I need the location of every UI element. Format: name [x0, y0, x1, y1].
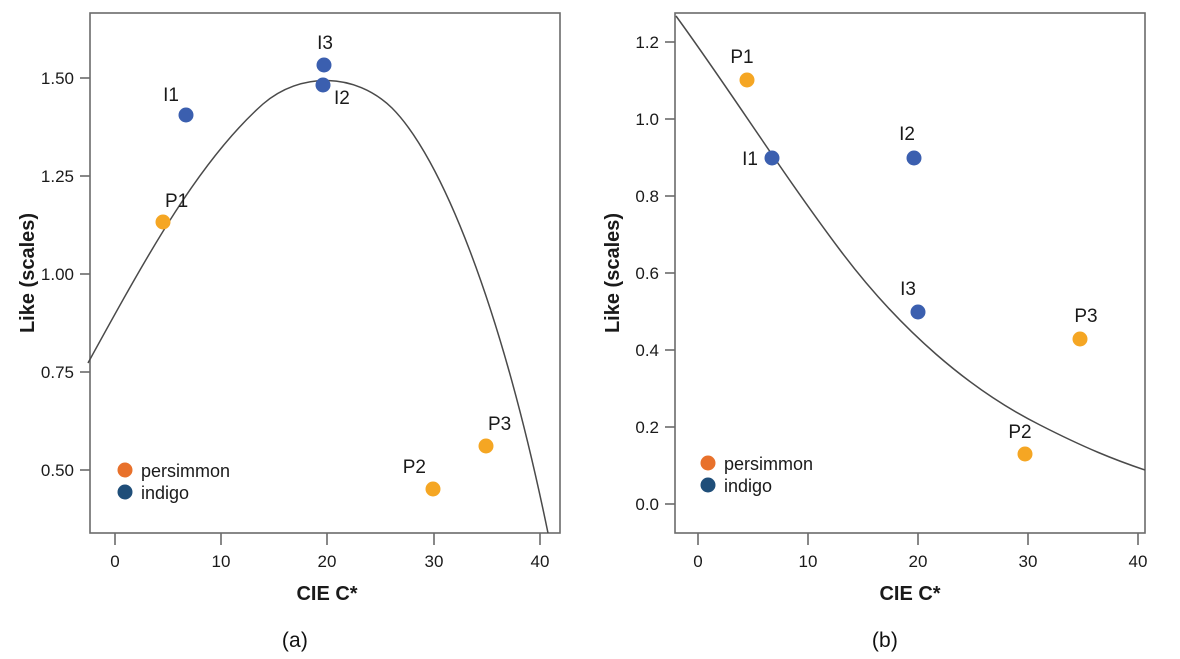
data-point-p2[interactable]	[425, 481, 441, 497]
legend-label-indigo: indigo	[724, 476, 772, 496]
legend-swatch-indigo	[117, 484, 133, 500]
y-tick-label: 0.6	[635, 264, 659, 283]
x-axis-title-b: CIE C*	[879, 583, 940, 605]
x-axis-tick-labels-b: 0 10 20 30 40	[693, 552, 1147, 571]
x-tick-label: 30	[425, 552, 444, 571]
x-tick-label: 20	[909, 552, 928, 571]
x-axis-ticks-b	[697, 533, 1139, 545]
legend-swatch-persimmon	[700, 455, 716, 471]
legend-swatch-indigo	[700, 477, 716, 493]
y-tick-label: 0.0	[635, 495, 659, 514]
legend-label-persimmon: persimmon	[724, 454, 813, 474]
legend-label-indigo: indigo	[141, 483, 189, 503]
x-tick-label: 30	[1019, 552, 1038, 571]
data-point-i3[interactable]	[910, 304, 926, 320]
legend-swatch-persimmon	[117, 462, 133, 478]
point-label-p1: P1	[165, 191, 188, 212]
x-tick-label: 40	[531, 552, 550, 571]
y-tick-label: 0.2	[635, 418, 659, 437]
x-tick-label: 0	[110, 552, 119, 571]
legend-a: persimmon indigo	[117, 461, 230, 503]
plot-frame-b	[674, 12, 1146, 534]
point-label-i3: I3	[900, 279, 916, 300]
data-point-i1[interactable]	[764, 150, 780, 166]
y-tick-label: 1.00	[41, 265, 74, 284]
y-tick-label: 1.50	[41, 69, 74, 88]
data-point-p3[interactable]	[478, 438, 494, 454]
data-point-i3[interactable]	[316, 57, 332, 73]
point-label-i1: I1	[163, 85, 179, 106]
y-tick-label: 0.50	[41, 461, 74, 480]
x-tick-label: 0	[693, 552, 702, 571]
data-point-labels-a: P1 P2 P3 I1 I2 I3	[163, 33, 511, 478]
x-tick-label: 10	[212, 552, 231, 571]
data-point-i2[interactable]	[315, 77, 331, 93]
chart-b-svg: 1.2 1.0 0.8 0.6 0.4 0.2 0.0 0 10 20 30	[602, 12, 1147, 605]
point-label-p2: P2	[403, 457, 426, 478]
point-label-p2: P2	[1008, 422, 1031, 443]
x-axis-title-a: CIE C*	[296, 583, 357, 605]
panel-caption-b: (b)	[871, 629, 899, 652]
data-point-p1[interactable]	[155, 214, 171, 230]
x-axis-tick-labels-a: 0 10 20 30 40	[110, 552, 549, 571]
x-tick-label: 10	[799, 552, 818, 571]
chart-panel-b: 1.2 1.0 0.8 0.6 0.4 0.2 0.0 0 10 20 30	[590, 0, 1180, 659]
x-tick-label: 40	[1129, 552, 1148, 571]
fit-curve-b	[675, 15, 1146, 471]
data-points-b	[739, 72, 1088, 462]
y-axis-title-a: Like (scales)	[17, 213, 39, 333]
point-label-i1: I1	[742, 149, 758, 170]
y-tick-label: 1.0	[635, 110, 659, 129]
y-axis-tick-labels-a: 1.50 1.25 1.00 0.75 0.50	[41, 69, 74, 480]
point-label-p3: P3	[488, 414, 511, 435]
y-tick-label: 0.8	[635, 187, 659, 206]
data-point-p3[interactable]	[1072, 331, 1088, 347]
chart-panel-a: 1.50 1.25 1.00 0.75 0.50 0 10 20 30 40	[17, 12, 561, 652]
fit-curve-a	[87, 79, 549, 534]
point-label-i2: I2	[334, 88, 350, 109]
point-label-i2: I2	[899, 124, 915, 145]
data-point-p2[interactable]	[1017, 446, 1033, 462]
point-label-p1: P1	[730, 47, 753, 68]
x-axis-ticks-a	[114, 533, 541, 545]
y-axis-tick-labels-b: 1.2 1.0 0.8 0.6 0.4 0.2 0.0	[635, 33, 659, 514]
y-axis-title-b: Like (scales)	[602, 213, 624, 333]
data-point-labels-b: P1 P2 P3 I1 I2 I3	[730, 47, 1097, 443]
panel-caption-a: (a)	[281, 629, 309, 652]
point-label-p3: P3	[1074, 306, 1097, 327]
data-point-i1[interactable]	[178, 107, 194, 123]
chart-a-svg: 1.50 1.25 1.00 0.75 0.50 0 10 20 30 40	[17, 12, 561, 605]
data-point-i2[interactable]	[906, 150, 922, 166]
legend-b: persimmon indigo	[700, 454, 813, 496]
y-tick-label: 0.75	[41, 363, 74, 382]
y-tick-label: 1.25	[41, 167, 74, 186]
legend-label-persimmon: persimmon	[141, 461, 230, 481]
data-point-p1[interactable]	[739, 72, 755, 88]
y-tick-label: 0.4	[635, 341, 659, 360]
point-label-i3: I3	[317, 33, 333, 54]
y-tick-label: 1.2	[635, 33, 659, 52]
y-axis-ticks-b	[665, 41, 675, 505]
x-tick-label: 20	[318, 552, 337, 571]
data-points-a	[155, 57, 494, 497]
y-axis-ticks-a	[80, 77, 90, 471]
